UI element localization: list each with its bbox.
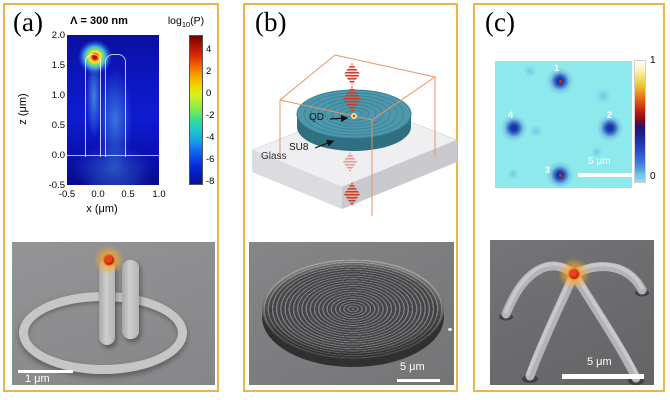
scan-colorbar-max: 1 [650, 55, 656, 66]
wireframe-box [279, 54, 437, 216]
colorbar-title-sub: 10 [181, 20, 191, 30]
glass-slab-front [252, 150, 342, 209]
colorbar-tick: -6 [206, 154, 215, 165]
scale-bar-label: 5 μm [400, 361, 425, 373]
z-tick: 1.0 [51, 90, 65, 101]
panel-c: (c) 1 2 3 4 5 μm 1 0 [473, 3, 665, 392]
scale-bar-label: 5 μm [587, 356, 612, 368]
panel-b: (b) [243, 3, 458, 392]
spot-number-1: 1 [554, 63, 560, 73]
sem-nanowire-ring: 1 μm [12, 242, 215, 385]
scale-bar [562, 374, 644, 379]
substrate-line [67, 155, 159, 156]
nanowire-pillar [99, 259, 115, 345]
colorbar-tick: 0 [206, 88, 212, 99]
photon-pulse-bottom [344, 182, 360, 206]
colorbar-tick: 2 [206, 66, 212, 77]
scan-colorbar [634, 60, 646, 183]
colorbar-title-base: log [167, 15, 182, 27]
colorbar-title: log10(P) [153, 15, 219, 29]
scan-smudge [523, 65, 537, 77]
colorbar-tick: -8 [206, 176, 215, 187]
colorbar-tick: 4 [206, 44, 212, 55]
qd-spot-1-core [559, 80, 562, 83]
photon-pulse-in-glass [343, 152, 357, 172]
simulation-title: Λ = 300 nm [70, 15, 128, 27]
x-tick: 1.0 [152, 189, 166, 200]
z-tick: -0.5 [48, 180, 65, 191]
glass-slab-right [342, 140, 457, 209]
spot-number-2: 2 [607, 110, 613, 120]
x-axis-label: x (μm) [86, 203, 118, 215]
panel-c-label: (c) [485, 7, 515, 37]
field-heatmap [67, 35, 159, 185]
x-tick: -0.5 [58, 189, 76, 200]
spot-number-4: 4 [508, 110, 514, 120]
z-tick: 0.0 [51, 150, 65, 161]
bullseye-structure [262, 258, 444, 367]
qd-spot-2 [596, 115, 624, 141]
su8-arrow [314, 139, 335, 149]
qd-spot-3-core [559, 174, 562, 177]
z-tick: 1.5 [51, 60, 65, 71]
scan-smudge [595, 89, 611, 103]
spot-number-3: 3 [545, 165, 551, 175]
bullseye-schematic [251, 54, 458, 216]
sem-bullseye: 5 μm [249, 242, 454, 385]
quantum-dot [569, 269, 579, 279]
arc-feet-shadows [499, 289, 649, 385]
photon-pulse-above-disk [343, 86, 361, 112]
qd-arrow [329, 114, 349, 122]
scale-bar-label: 5 μm [588, 156, 611, 167]
x-tick: 0.0 [91, 189, 105, 200]
scale-bar [578, 173, 632, 177]
panel-a: (a) Λ = 300 nm log10(P) 2.0 1.5 1.0 0.5 … [3, 3, 219, 392]
confocal-scan-map: 1 2 3 4 5 μm [495, 61, 632, 188]
colorbar-tick: -4 [206, 132, 215, 143]
z-tick: 0.5 [51, 120, 65, 131]
scan-smudge [507, 169, 519, 179]
scan-smudge [591, 147, 603, 157]
scale-bar [397, 379, 440, 382]
colorbar-title-rest: (P) [190, 15, 205, 27]
scan-smudge [529, 125, 543, 137]
z-axis-label: z (μm) [17, 93, 29, 125]
glass-label: Glass [261, 151, 287, 162]
left-nanowire-outline [85, 54, 101, 157]
debris-speck [448, 328, 452, 331]
qd-label: QD [309, 112, 324, 123]
scale-bar [18, 370, 73, 373]
qd-marker [352, 114, 356, 118]
jet-colorbar [189, 35, 203, 185]
scan-colorbar-min: 0 [650, 171, 656, 182]
scale-bar-label: 1 μm [25, 373, 50, 385]
right-nanowire-outline [105, 54, 126, 157]
x-tick: 0.5 [121, 189, 135, 200]
bullseye-rings-top [262, 258, 444, 360]
photon-pulse-top [344, 63, 360, 85]
sem-arc-tripod: 5 μm [490, 240, 654, 385]
quantum-dot [104, 255, 114, 265]
su8-label: SU8 [289, 142, 309, 153]
colorbar-tick: -2 [206, 110, 215, 121]
panel-a-label: (a) [13, 7, 43, 37]
z-tick: 2.0 [51, 30, 65, 41]
nanowire-pillar [122, 260, 139, 339]
qd-spot-4 [500, 115, 528, 141]
panel-b-label: (b) [255, 7, 287, 37]
